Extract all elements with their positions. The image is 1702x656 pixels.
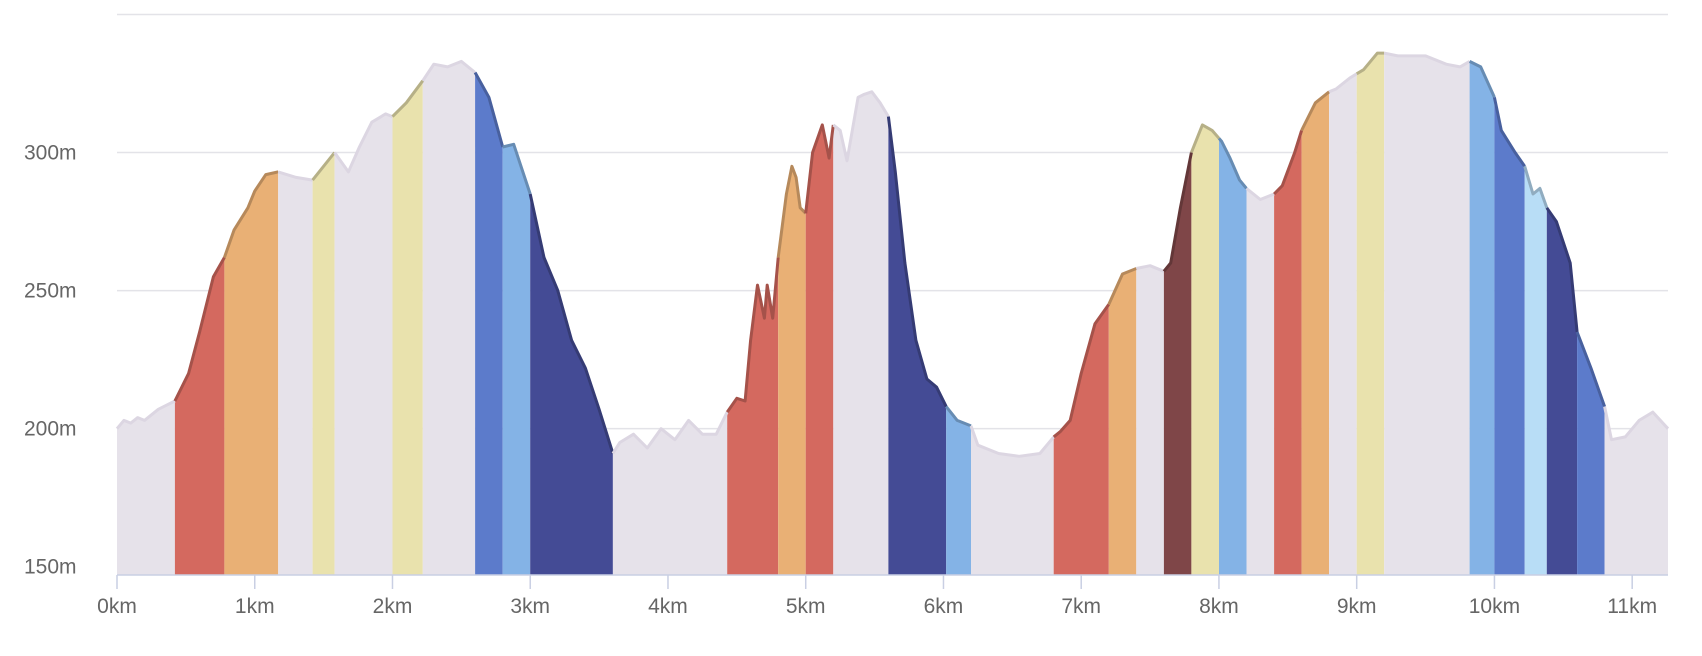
profile-line [528,193,615,454]
grade-segment-down_steep [475,72,503,575]
profile-line [1107,267,1137,306]
grade-segment-down_very_steep [530,194,613,575]
profile-line [1052,303,1111,439]
x-tick-label: 0km [97,595,137,618]
profile-line [277,170,313,182]
x-tick-label: 5km [786,595,826,618]
y-tick-label: 250m [24,280,77,303]
profile-line [1575,331,1607,408]
x-axis [116,574,1668,589]
x-tick-label: 4km [648,595,688,618]
grade-segment-down_gentle [1524,166,1547,576]
grade-segment-up_moderate [1108,268,1137,575]
profile-line [1383,51,1471,69]
grade-segment-up_steep [805,124,834,576]
profile-line [1217,137,1248,190]
profile-line [473,71,505,148]
grade-segment-flat [278,171,313,575]
grade-segment-up_steep [1053,304,1109,575]
profile-line [1523,165,1549,209]
profile-line [222,170,279,258]
grade-segment-flat [422,61,476,575]
grade-segments [117,53,1668,576]
profile-line [1545,206,1579,333]
profile-line [1245,187,1275,201]
grade-segment-flat [1136,265,1164,575]
y-tick-label: 300m [24,142,77,165]
profile-line [333,112,394,174]
grade-segment-flat [334,113,393,576]
profile-line [725,257,780,413]
grade-segment-down_moderate [946,406,971,575]
profile-line [311,151,336,182]
profile-line [173,256,226,402]
profile-line [776,164,807,258]
grade-segment-down_steep [1577,332,1605,575]
grade-segment-up_steep [174,257,225,575]
grade-segment-flat [612,412,728,575]
grade-segment-flat [1246,188,1275,575]
profile-line [1492,96,1526,168]
x-tick-label: 7km [1061,595,1101,618]
x-tick-label: 6km [924,595,964,618]
grade-segment-up_gentle [312,152,335,575]
x-tick-label: 10km [1469,595,1520,618]
grade-segment-down_steep [1494,97,1525,576]
profile-line [832,90,890,163]
grade-segment-up_moderate [1301,91,1330,576]
x-tick-label: 11km [1607,595,1657,618]
grade-segment-flat [117,401,175,575]
grade-segment-flat [1384,53,1470,576]
x-tick-label: 2km [373,595,413,618]
grade-segment-up_moderate [224,171,279,575]
profile-line [969,425,1055,458]
grade-segment-down_moderate [502,144,531,576]
profile-line [1136,264,1165,273]
grade-segment-up_gentle [1356,53,1385,576]
y-tick-label: 200m [24,418,77,441]
x-tick-label: 1km [235,595,275,618]
profile-line [421,59,477,82]
profile-line [1273,129,1304,196]
profile-line [1355,51,1385,76]
grade-segment-up_steep [1274,130,1302,575]
grade-segment-up_moderate [778,166,806,576]
profile-line [804,123,835,214]
grade-segment-up_gentle [392,80,423,575]
profile-line [611,411,729,455]
y-tick-label: 150m [24,556,77,579]
profile-line [1162,152,1193,273]
grade-segment-down_very_steep [1546,207,1578,576]
x-tick-label: 8km [1199,595,1239,618]
profile-line [502,142,532,195]
profile-line [391,79,425,118]
profile-line [1328,72,1358,94]
profile-line [945,405,972,428]
grade-segment-flat [971,425,1054,575]
grade-segment-up_gentle [1191,124,1219,576]
grade-segment-flat [833,91,889,576]
profile-line [1603,406,1670,442]
grade-segment-flat [1604,406,1668,575]
tick-labels: 0km 1km 2km 3km 4km 5km 6km 7km 8km 9km 10km 11km 15… [24,142,1657,618]
profile-line [115,399,176,430]
profile-lines [115,51,1670,458]
grade-segment-up_steep [727,257,779,575]
x-tick-label: 9km [1337,595,1377,618]
profile-line [1190,123,1221,154]
profile-line [1300,90,1331,132]
grade-segment-down_moderate [1469,61,1495,575]
grade-segment-down_moderate [1219,138,1247,576]
grade-segment-up_very_steep [1163,152,1192,575]
x-tick-label: 3km [510,595,550,618]
profile-line [1468,60,1496,98]
profile-line [886,116,948,408]
grade-segment-flat [1329,73,1357,576]
